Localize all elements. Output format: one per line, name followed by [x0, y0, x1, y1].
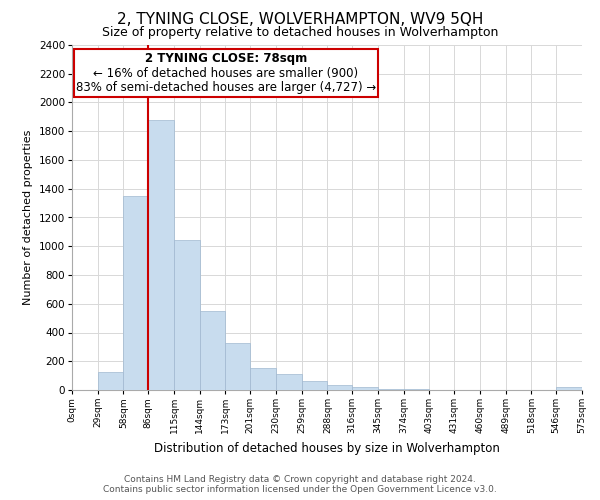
Text: ← 16% of detached houses are smaller (900): ← 16% of detached houses are smaller (90…	[94, 66, 358, 80]
Y-axis label: Number of detached properties: Number of detached properties	[23, 130, 33, 305]
Bar	[200, 311, 226, 390]
Text: Contains HM Land Registry data © Crown copyright and database right 2024.: Contains HM Land Registry data © Crown c…	[124, 475, 476, 484]
Bar	[556, 388, 582, 390]
Text: 2 TYNING CLOSE: 78sqm: 2 TYNING CLOSE: 78sqm	[145, 52, 307, 66]
Bar	[124, 196, 148, 390]
X-axis label: Distribution of detached houses by size in Wolverhampton: Distribution of detached houses by size …	[154, 442, 500, 454]
Bar	[352, 387, 378, 390]
Bar	[250, 368, 276, 390]
Text: Size of property relative to detached houses in Wolverhampton: Size of property relative to detached ho…	[102, 26, 498, 39]
Text: Contains public sector information licensed under the Open Government Licence v3: Contains public sector information licen…	[103, 485, 497, 494]
Bar	[276, 374, 302, 390]
Bar	[98, 372, 124, 390]
Bar	[302, 382, 328, 390]
Bar	[226, 342, 250, 390]
Bar	[328, 385, 352, 390]
Text: 2, TYNING CLOSE, WOLVERHAMPTON, WV9 5QH: 2, TYNING CLOSE, WOLVERHAMPTON, WV9 5QH	[117, 12, 483, 28]
Bar	[148, 120, 174, 390]
FancyBboxPatch shape	[74, 50, 378, 96]
Bar	[378, 388, 404, 390]
Bar	[174, 240, 200, 390]
Text: 83% of semi-detached houses are larger (4,727) →: 83% of semi-detached houses are larger (…	[76, 81, 376, 94]
